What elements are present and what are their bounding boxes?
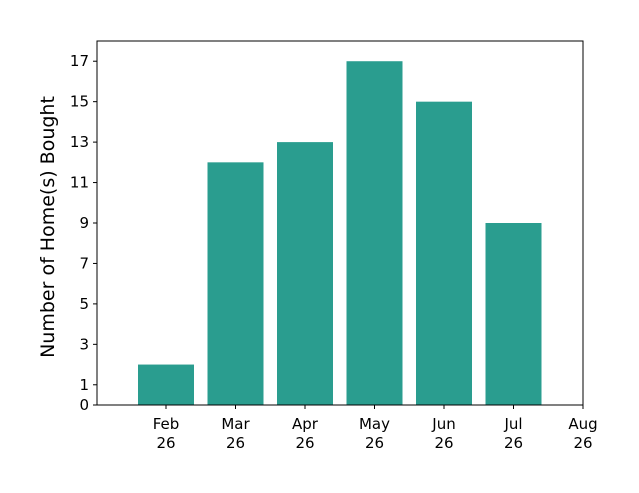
y-tick-label: 11 xyxy=(70,174,89,192)
y-tick-label: 1 xyxy=(79,376,89,394)
x-tick-year: 26 xyxy=(226,434,245,452)
x-tick-label-apr: Apr 26 xyxy=(292,415,319,452)
x-tick-month: Jun xyxy=(431,415,455,433)
x-tick-year: 26 xyxy=(573,434,592,452)
x-tick-year: 26 xyxy=(504,434,523,452)
x-tick-year: 26 xyxy=(434,434,453,452)
x-tick-month: Jul xyxy=(503,415,522,433)
x-tick-year: 26 xyxy=(365,434,384,452)
x-tick-label-mar: Mar 26 xyxy=(221,415,250,452)
bar-may xyxy=(346,61,403,405)
x-tick-month: May xyxy=(359,415,390,433)
y-tick-label: 17 xyxy=(70,52,89,70)
y-tick-label: 5 xyxy=(79,295,89,313)
y-tick-label: 9 xyxy=(79,214,89,232)
bars-group xyxy=(138,61,542,406)
x-tick-year: 26 xyxy=(295,434,314,452)
y-axis-label: Number of Home(s) Bought xyxy=(37,96,59,358)
bar-mar xyxy=(207,162,264,405)
x-tick-year: 26 xyxy=(156,434,175,452)
x-tick-month: Feb xyxy=(153,415,180,433)
x-tick-month: Apr xyxy=(292,415,319,433)
bar-jul xyxy=(485,223,542,405)
x-tick-month: Aug xyxy=(568,415,597,433)
y-tick-label: 7 xyxy=(79,254,89,272)
bar-jun xyxy=(416,101,472,406)
x-tick-label-jul: Jul 26 xyxy=(503,415,523,452)
bar-feb xyxy=(138,364,194,405)
y-tick-label: 13 xyxy=(70,133,89,151)
x-tick-label-aug: Aug 26 xyxy=(568,415,597,452)
x-tick-label-jun: Jun 26 xyxy=(431,415,455,452)
y-tick-label: 0 xyxy=(79,396,89,414)
bar-apr xyxy=(277,142,333,405)
x-tick-label-feb: Feb 26 xyxy=(153,415,180,452)
x-tick-label-may: May 26 xyxy=(359,415,390,452)
y-tick-label: 3 xyxy=(79,335,89,353)
plot-frame xyxy=(96,40,584,406)
y-tick-label: 15 xyxy=(70,93,89,111)
x-tick-month: Mar xyxy=(221,415,250,433)
